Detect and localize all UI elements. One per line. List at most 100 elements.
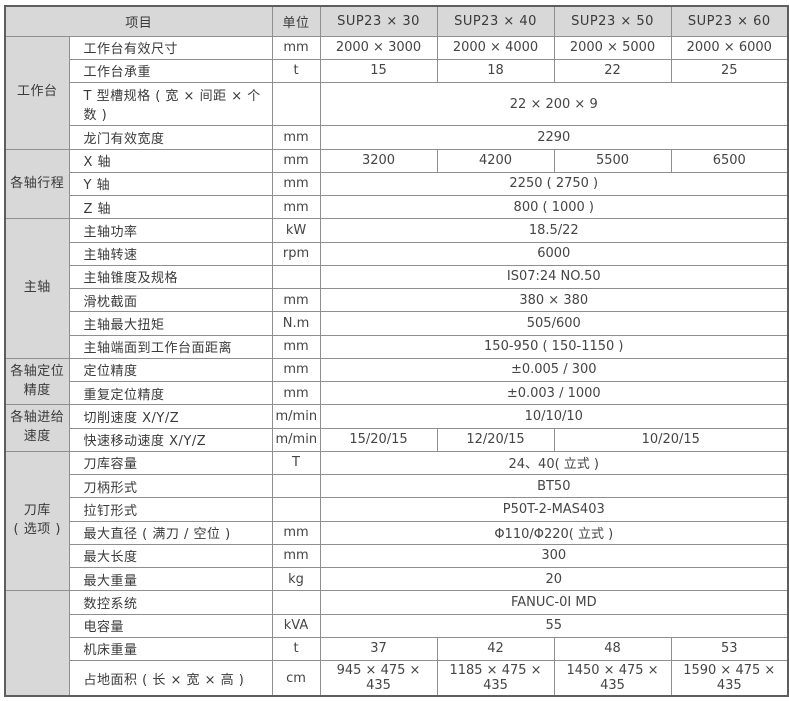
value-cell: 15 (319, 58, 438, 84)
unit-cell: kg (271, 567, 321, 592)
unit-cell: mm (271, 171, 321, 197)
item-cell: 主轴锥度及规格 (68, 264, 273, 290)
unit-cell: mm (271, 381, 321, 406)
unit-cell: mm (271, 334, 321, 359)
header-row: 项目 单位 SUP23 × 30 SUP23 × 40 SUP23 × 50 SUP23 … (4, 5, 789, 37)
unit-cell: mm (271, 357, 321, 383)
item-cell: Y 轴 (68, 171, 273, 197)
unit-cell: mm (271, 520, 321, 545)
value-cell: 48 (553, 636, 672, 662)
value-cell: 1450 × 475 × 435 (553, 660, 672, 697)
value-cell: 55 (319, 613, 789, 638)
group-cell: 工作台 (4, 35, 70, 150)
value-cell: 5500 (553, 148, 672, 173)
table-row: 机床重量 t 37 42 48 53 (5, 636, 789, 662)
value-cell: Φ110/Φ220( 立式 ) (319, 520, 789, 545)
value-cell: 2000 × 3000 (319, 35, 438, 60)
table-row: 占地面积 ( 长 × 宽 × 高 ) cm 945 × 475 × 435 1185 … (5, 660, 789, 697)
value-cell: 18 (436, 58, 555, 84)
table-row: Z 轴 mm 800 ( 1000 ) (5, 195, 789, 220)
item-cell: Z 轴 (68, 195, 273, 220)
item-cell: 切削速度 X/Y/Z (68, 404, 273, 429)
value-cell: 2250 ( 2750 ) (319, 171, 789, 197)
item-cell: 占地面积 ( 长 × 宽 × 高 ) (68, 660, 273, 697)
value-cell: 42 (436, 636, 555, 662)
unit-cell: cm (271, 660, 321, 697)
value-cell: 945 × 475 × 435 (319, 660, 438, 697)
table-row: 工作台承重 t 15 18 22 25 (5, 58, 789, 84)
item-cell: 定位精度 (68, 357, 273, 383)
value-cell: 22 (553, 58, 672, 84)
header-model-1: SUP23 × 40 (436, 5, 555, 37)
unit-cell (271, 81, 321, 127)
item-cell: 工作台有效尺寸 (68, 35, 273, 60)
table-row: 各轴进给 速度 切削速度 X/Y/Z m/min 10/10/10 (4, 404, 789, 452)
table-row: T 型槽规格 ( 宽 × 间距 × 个数 ) 22 × 200 × 9 (5, 81, 789, 127)
value-cell: 300 (319, 543, 789, 569)
table-row: 最大重量 kg 20 (5, 567, 789, 592)
item-cell: 刀柄形式 (68, 474, 273, 499)
table-row: 各轴定位 精度 定位精度 mm ±0.005 / 300 (4, 357, 789, 406)
value-cell: 25 (670, 58, 789, 84)
table-row: 刀库 ( 选项 ) 刀库容量 T 24、40( 立式 ) (4, 450, 789, 592)
table-row: 主轴转速 rpm 6000 (5, 241, 789, 266)
header-model-0: SUP23 × 30 (319, 5, 438, 37)
item-cell: 主轴功率 (68, 218, 273, 243)
spec-table-head: 项目 单位 SUP23 × 30 SUP23 × 40 SUP23 × 50 SUP23 … (4, 5, 789, 37)
item-cell: X 轴 (68, 148, 273, 173)
table-row: 龙门有效宽度 mm 2290 (5, 125, 789, 150)
unit-cell: mm (271, 35, 321, 60)
unit-cell: mm (271, 148, 321, 173)
group-cell: 刀库 ( 选项 ) (4, 450, 70, 592)
value-cell: 10/10/10 (319, 404, 789, 429)
group-cell: 各轴定位 精度 (4, 357, 70, 406)
item-cell: 主轴转速 (68, 241, 273, 266)
value-cell: 505/600 (319, 311, 789, 336)
item-cell: 电容量 (68, 613, 273, 638)
value-cell: 22 × 200 × 9 (319, 81, 789, 127)
unit-cell: rpm (271, 241, 321, 266)
unit-cell: kVA (271, 613, 321, 638)
table-row: 重复定位精度 mm ±0.003 / 1000 (5, 381, 789, 406)
value-cell: FANUC-0I MD (319, 590, 789, 615)
unit-cell (271, 474, 321, 499)
table-row: 数控系统 FANUC-0I MD (4, 590, 789, 697)
value-cell: 2000 × 5000 (553, 35, 672, 60)
value-cell: 10/20/15 (553, 427, 789, 452)
unit-cell: t (271, 636, 321, 662)
group-cell: 主轴 (4, 218, 70, 359)
table-row: 主轴最大扭矩 N.m 505/600 (5, 311, 789, 336)
unit-cell (271, 497, 321, 522)
value-cell: 2290 (319, 125, 789, 150)
group-cell: 各轴行程 (4, 148, 70, 220)
table-row: Y 轴 mm 2250 ( 2750 ) (5, 171, 789, 197)
item-cell: T 型槽规格 ( 宽 × 间距 × 个数 ) (68, 81, 273, 127)
item-cell: 最大直径 ( 满刀 / 空位 ) (68, 520, 273, 545)
table-row: 滑枕截面 mm 380 × 380 (5, 288, 789, 313)
item-cell: 刀库容量 (68, 450, 273, 476)
value-cell: 53 (670, 636, 789, 662)
item-cell: 主轴最大扭矩 (68, 311, 273, 336)
header-item-label: 项目 (4, 5, 273, 37)
item-cell: 拉钉形式 (68, 497, 273, 522)
spec-table: 项目 单位 SUP23 × 30 SUP23 × 40 SUP23 × 50 SUP23 … (4, 5, 789, 697)
header-model-2: SUP23 × 50 (553, 5, 672, 37)
item-cell: 机床重量 (68, 636, 273, 662)
table-row: 主轴端面到工作台面距离 mm 150-950 ( 150-1150 ) (5, 334, 789, 359)
unit-cell: m/min (271, 427, 321, 452)
table-row: 工作台 工作台有效尺寸 mm 2000 × 3000 2000 × 4000 2000 ×… (4, 35, 789, 150)
header-model-3: SUP23 × 60 (670, 5, 789, 37)
group-cell (4, 590, 70, 697)
item-cell: 重复定位精度 (68, 381, 273, 406)
unit-cell: mm (271, 125, 321, 150)
unit-cell: mm (271, 195, 321, 220)
table-row: 刀柄形式 BT50 (5, 474, 789, 499)
item-cell: 最大长度 (68, 543, 273, 569)
table-row: 拉钉形式 P50T-2-MAS403 (5, 497, 789, 522)
value-cell: 12/20/15 (436, 427, 555, 452)
unit-cell: m/min (271, 404, 321, 429)
unit-cell: N.m (271, 311, 321, 336)
table-row: 最大长度 mm 300 (5, 543, 789, 569)
value-cell: 3200 (319, 148, 438, 173)
item-cell: 工作台承重 (68, 58, 273, 84)
